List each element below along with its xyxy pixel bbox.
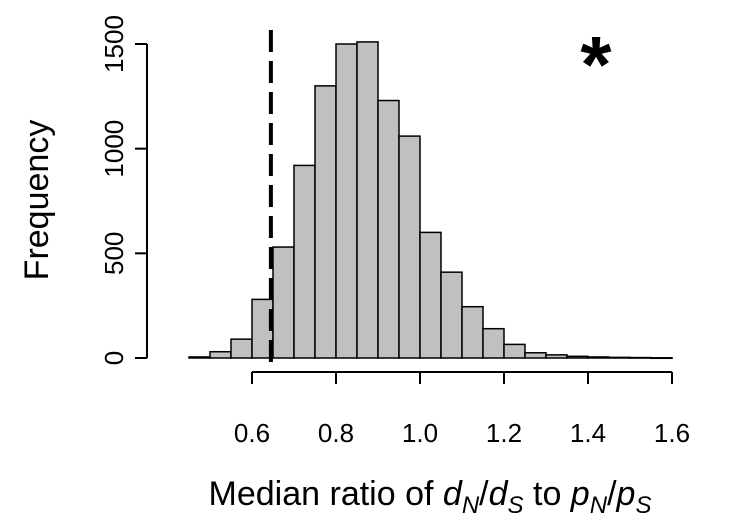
histogram-bar bbox=[336, 44, 357, 358]
histogram-bar bbox=[462, 307, 483, 358]
y-tick-label: 0 bbox=[99, 351, 129, 365]
histogram-bar bbox=[273, 247, 294, 358]
y-tick-label: 1000 bbox=[99, 120, 129, 178]
y-tick-label: 500 bbox=[99, 232, 129, 275]
histogram-bar bbox=[546, 355, 567, 358]
histogram-bar bbox=[378, 101, 399, 358]
histogram-bar bbox=[588, 357, 609, 358]
y-axis: 0 500 1000 1500 bbox=[99, 15, 147, 365]
histogram-bar bbox=[651, 358, 672, 359]
histogram-bar bbox=[504, 344, 525, 358]
x-tick-label: 1.4 bbox=[570, 418, 606, 448]
histogram-bar bbox=[231, 339, 252, 358]
histogram-bar bbox=[294, 165, 315, 358]
histogram-bar bbox=[210, 352, 231, 358]
y-tick-label: 1500 bbox=[99, 15, 129, 73]
histogram-bar bbox=[483, 329, 504, 358]
histogram-bar bbox=[441, 272, 462, 358]
x-tick-label: 1.6 bbox=[654, 418, 690, 448]
histogram-bar bbox=[399, 136, 420, 358]
histogram-bar bbox=[420, 232, 441, 358]
histogram-bar bbox=[189, 357, 210, 358]
histogram-bar bbox=[357, 42, 378, 358]
x-tick-label: 1.0 bbox=[402, 418, 438, 448]
histogram-bar bbox=[315, 86, 336, 358]
x-tick-label: 0.8 bbox=[318, 418, 354, 448]
x-axis: 0.6 0.8 1.0 1.2 1.4 1.6 bbox=[234, 372, 690, 448]
significance-marker: * bbox=[580, 20, 612, 109]
x-tick-label: 1.2 bbox=[486, 418, 522, 448]
histogram-bar bbox=[630, 358, 651, 359]
histogram-bar bbox=[525, 353, 546, 358]
x-axis-title: Median ratio of dN/dS to pN/pS bbox=[209, 475, 652, 519]
y-axis-title: Frequency bbox=[18, 120, 56, 281]
x-tick-label: 0.6 bbox=[234, 418, 270, 448]
histogram-bar bbox=[567, 356, 588, 358]
histogram-bar bbox=[609, 357, 630, 358]
